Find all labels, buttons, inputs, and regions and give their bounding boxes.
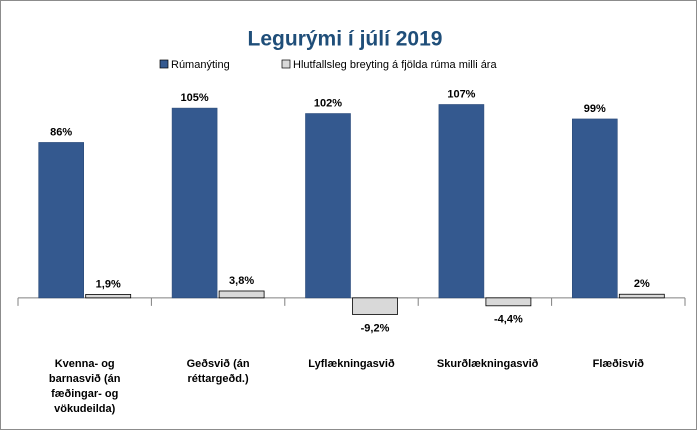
x-tick-label: Geðsvið (án réttargeðd.) [186,358,250,385]
bar [85,294,132,299]
data-label: 2% [634,278,650,290]
data-label: -9,2% [361,322,390,334]
bar [305,113,351,299]
chart-title: Legurými í júlí 2019 [248,28,443,51]
x-tick-label: Skurðlækningasvið [436,358,539,370]
legend-label: Hlutfallsleg breyting á fjölda rúma mill… [293,59,497,71]
bar [352,297,398,315]
bar [485,297,532,307]
data-label: 86% [50,126,72,138]
x-tick-label: Flæðisvið [592,358,644,370]
legend-swatch [281,59,291,69]
bar [438,104,485,299]
data-label: 105% [181,92,209,104]
bar [171,107,218,299]
x-tick-label: Kvenna- og barnasvið (án fæðingar- og vö… [48,358,121,415]
bar [618,293,665,299]
data-label: 99% [584,103,606,115]
bar [38,142,85,299]
data-label: 107% [447,88,475,100]
bar [218,290,265,299]
data-label: -4,4% [494,314,523,326]
legend-label: Rúmanýting [171,59,230,71]
data-label: 102% [314,97,342,109]
legend-swatch [159,59,169,69]
data-label: 3,8% [229,275,254,287]
x-tick-label: Lyflækningasvið [308,358,395,370]
bar [571,118,618,299]
data-label: 1,9% [96,278,121,290]
